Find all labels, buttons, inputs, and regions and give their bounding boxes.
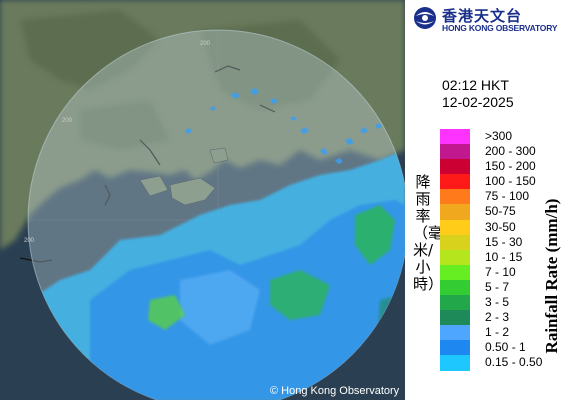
legend-item: 2 - 3 (440, 310, 552, 326)
legend-swatch (440, 129, 470, 145)
legend-item: 200 - 300 (440, 144, 552, 160)
legend-label: 75 - 100 (485, 189, 530, 204)
heavy-rain-patch-3 (148, 295, 185, 330)
radar-time: 02:12 HKT (442, 77, 509, 93)
legend-item: 1 - 2 (440, 325, 552, 341)
legend-item: 75 - 100 (440, 189, 552, 205)
legend-swatch (440, 279, 470, 296)
legend-swatch (440, 295, 470, 311)
legend-swatch (440, 204, 470, 220)
radar-date: 12-02-2025 (442, 94, 514, 110)
legend-swatch (440, 159, 470, 175)
org-name-zh: 香港天文台 (442, 7, 523, 25)
legend-label: 10 - 15 (485, 249, 523, 264)
rainfall-rate-legend: >300 200 - 300 150 - 200 100 - 150 75 - 100 5… (440, 129, 552, 371)
legend-swatch (440, 340, 470, 356)
legend-label: 200 - 300 (485, 144, 536, 159)
rain-echoes (30, 88, 405, 400)
legend-title-en: Rainfall Rate (mm/h) (542, 198, 561, 354)
legend-swatch (440, 264, 470, 280)
legend-label: >300 (485, 129, 513, 143)
legend-label: 0.50 - 1 (485, 340, 526, 355)
legend-item: 0.15 - 0.50 (440, 355, 552, 371)
legend-label: 15 - 30 (485, 234, 523, 249)
hko-logo-icon (414, 7, 436, 29)
legend-item: 0.50 - 1 (440, 340, 552, 356)
legend-label: 7 - 10 (485, 264, 516, 279)
legend-label: 150 - 200 (485, 159, 536, 174)
legend-item: 50-75 (440, 204, 552, 220)
legend-label: 3 - 5 (485, 295, 510, 310)
legend-panel: 香港天文台 HONG KONG OBSERVATORY 02:12 HKT 12… (405, 0, 577, 400)
copyright-text: © Hong Kong Observatory (270, 385, 400, 397)
legend-item: >300 (440, 129, 552, 145)
legend-swatch (440, 234, 470, 250)
legend-title-zh: 降雨率（毫米/小時） (413, 173, 444, 293)
legend-swatch (440, 310, 470, 326)
legend-item: 10 - 15 (440, 249, 552, 265)
legend-item: 7 - 10 (440, 264, 552, 280)
legend-swatch (440, 325, 470, 341)
legend-item: 30-50 (440, 219, 552, 235)
legend-label: 0.15 - 0.50 (485, 355, 543, 370)
coastline (19, 65, 276, 263)
legend-label: 2 - 3 (485, 310, 510, 325)
org-name-en: HONG KONG OBSERVATORY (442, 23, 558, 33)
legend-swatch (440, 219, 470, 235)
legend-swatch (440, 189, 470, 205)
legend-label: 100 - 150 (485, 174, 536, 189)
radar-map[interactable]: 200 200 200 © Hong Kong Observatory (0, 0, 405, 400)
legend-item: 3 - 5 (440, 295, 552, 311)
heavy-rain-patch-2 (270, 270, 330, 320)
heavy-rain-patch-1 (355, 205, 395, 265)
legend-label: 1 - 2 (485, 325, 510, 340)
legend-swatch (440, 355, 470, 371)
range-ring-label: 200 (200, 41, 211, 47)
range-ring-label: 200 (62, 118, 73, 124)
legend-item: 100 - 150 (440, 174, 552, 190)
light-rain-patch (180, 270, 260, 345)
legend-swatch (440, 144, 470, 160)
range-ring-label: 200 (24, 238, 35, 244)
legend-item: 150 - 200 (440, 159, 552, 175)
legend-item: 15 - 30 (440, 234, 552, 250)
legend-label: 30-50 (485, 219, 516, 234)
legend-label: 50-75 (485, 204, 516, 219)
land-shade (20, 10, 340, 150)
legend-label: 5 - 7 (485, 279, 510, 294)
legend-swatch (440, 249, 470, 265)
hong-kong-islands (139, 147, 229, 206)
legend-item: 5 - 7 (440, 279, 552, 296)
legend-swatch (440, 174, 470, 190)
